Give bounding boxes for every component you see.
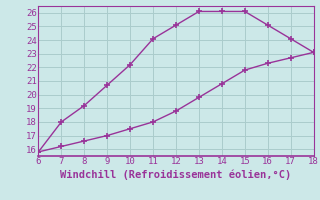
X-axis label: Windchill (Refroidissement éolien,°C): Windchill (Refroidissement éolien,°C) <box>60 169 292 180</box>
